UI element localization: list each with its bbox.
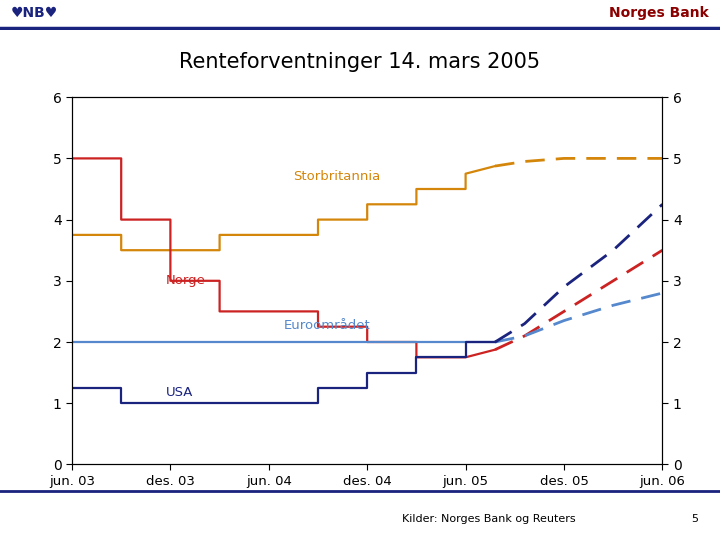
Text: Norges Bank: Norges Bank	[609, 6, 709, 21]
Text: Kilder: Norges Bank og Reuters: Kilder: Norges Bank og Reuters	[402, 515, 576, 524]
Text: Renteforventninger 14. mars 2005: Renteforventninger 14. mars 2005	[179, 52, 541, 72]
Text: Euroområdet: Euroområdet	[284, 319, 370, 332]
Text: Norge: Norge	[166, 274, 205, 287]
Text: USA: USA	[166, 386, 193, 399]
Text: Storbritannia: Storbritannia	[294, 170, 381, 183]
Text: ♥NB♥: ♥NB♥	[11, 6, 58, 21]
Text: 5: 5	[691, 515, 698, 524]
